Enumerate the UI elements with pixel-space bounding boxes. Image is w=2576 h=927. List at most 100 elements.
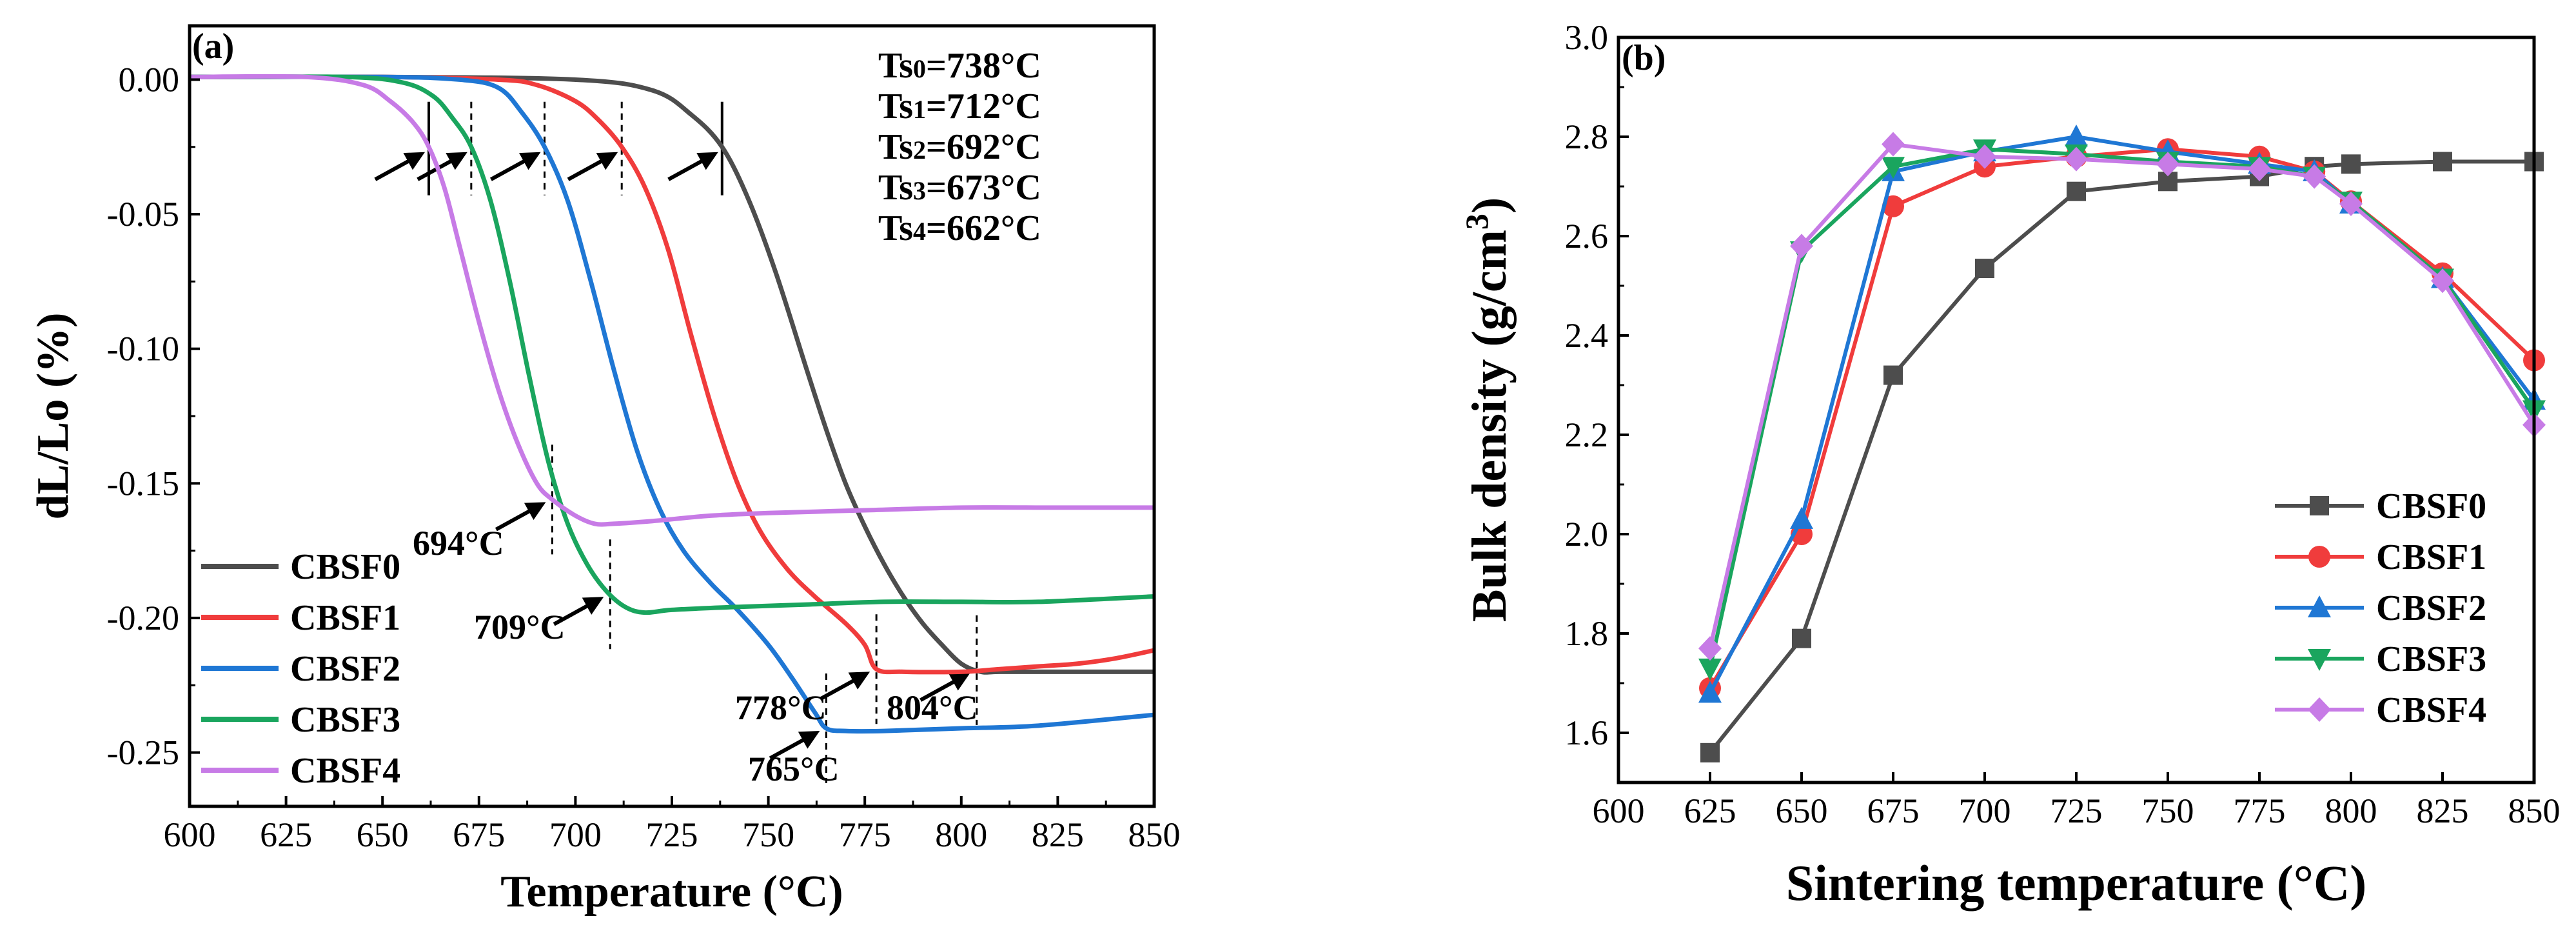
point-CBSF0 [2433,152,2452,172]
ylabel-superscript: 3 [1459,214,1495,230]
x-tick-label: 650 [357,815,409,854]
onset-arrow-738-head [696,152,718,170]
end-label-778°C: 778°C [735,688,827,727]
panel-b-xlabel: Sintering temperature (°C) [1786,855,2367,911]
point-CBSF0 [2341,154,2361,174]
ts-label-1: Ts1=712°C [878,86,1041,126]
point-CBSF2 [1790,506,1813,529]
y-tick-label: 2.0 [1565,515,1609,553]
ts-label-4: Ts4=662°C [878,208,1041,248]
y-tick-label: 2.2 [1565,415,1609,454]
y-tick-label: -0.20 [107,599,179,637]
y-tick-label: -0.25 [107,733,179,772]
series-line-CBSF1 [189,74,1155,675]
onset-arrow-673-head [446,152,467,170]
panel-a-markers [374,101,978,783]
x-tick-label: 600 [1593,792,1645,830]
x-tick-label: 625 [260,815,312,854]
panel-a-xlabel: Temperature (°C) [500,867,843,917]
x-tick-label: 775 [2234,792,2286,830]
panel-a-ticks: 600 625 650 675 700 725 750 775 800 825 850 0.00 -0.… [107,60,1181,854]
y-tick-label: 3.0 [1565,18,1609,57]
legend-marker-CBSF3 [2308,649,2331,671]
x-tick-label: 825 [2417,792,2469,830]
x-tick-label: 725 [2050,792,2103,830]
x-tick-label: 675 [453,815,505,854]
ts-label-0: Ts0=738°C [878,46,1041,86]
legend-label-CBSF3: CBSF3 [290,700,400,740]
panel-a-label: (a) [192,26,234,66]
point-CBSF2 [1698,681,1722,703]
end-arrow-778-head [848,672,870,690]
panel-a: 600 625 650 675 700 725 750 775 800 825 850 0.00 -0.… [28,24,1181,917]
point-CBSF4 [1790,234,1813,259]
end-arrow-804-head [949,672,970,691]
x-tick-label: 850 [1128,815,1181,854]
x-tick-label: 725 [646,815,698,854]
legend-label-CBSF4: CBSF4 [2376,690,2486,730]
panel-a-legend: CBSF0 CBSF1 CBSF2 CBSF3 CBSF4 [201,547,400,791]
legend-marker-CBSF1 [2308,546,2330,568]
end-temperature-labels: 694°C 709°C 765°C 778°C 804°C [413,524,978,788]
point-CBSF0 [1792,628,1811,648]
panel-b-ylabel: Bulk density (g/cm3) [1459,197,1517,622]
point-CBSF4 [2339,191,2363,216]
point-CBSF2 [2065,125,2088,146]
legend-label-CBSF2: CBSF2 [290,649,400,689]
x-tick-label: 825 [1032,815,1084,854]
legend-label-CBSF3: CBSF3 [2376,639,2486,679]
point-CBSF0 [1883,365,1903,385]
x-tick-label: 850 [2508,792,2561,830]
y-tick-label: -0.15 [107,464,179,503]
legend-label-CBSF1: CBSF1 [290,598,400,638]
end-label-694°C: 694°C [413,524,504,563]
point-CBSF3 [1882,157,1905,179]
x-tick-label: 800 [935,815,987,854]
point-CBSF4 [1882,132,1905,157]
point-CBSF1 [1882,195,1904,217]
point-CBSF4 [2156,152,2179,177]
ts-label-2: Ts2=692°C [878,127,1041,167]
legend-marker-CBSF2 [2308,595,2331,617]
legend-marker-CBSF4 [2308,697,2331,722]
point-CBSF4 [2303,164,2326,189]
point-CBSF4 [2248,157,2271,182]
x-tick-label: 700 [1959,792,2011,830]
end-arrow-765-head [798,731,820,749]
x-tick-label: 675 [1867,792,1920,830]
legend-label-CBSF0: CBSF0 [2376,486,2486,526]
point-CBSF0 [1975,259,1994,279]
panel-a-ylabel: dL/Lo (%) [28,313,78,520]
legend-label-CBSF2: CBSF2 [2376,588,2486,628]
y-tick-label: 1.6 [1565,713,1609,752]
end-arrow-709-head [582,597,604,615]
series-line-CBSF3 [189,74,1155,615]
legend-label-CBSF4: CBSF4 [290,751,400,791]
panel-b: 600 625 650 675 700 725 750 775 800 825 850 1.6 1.8 2… [1459,18,2561,911]
y-tick-label: 2.4 [1565,316,1609,355]
x-tick-label: 750 [2142,792,2194,830]
y-tick-label: 0.00 [119,60,180,99]
panel-b-label: (b) [1622,38,1666,78]
x-tick-label: 600 [164,815,216,854]
x-tick-label: 650 [1776,792,1828,830]
onset-arrow-692-head [519,152,541,170]
point-CBSF4 [1973,144,1996,169]
y-tick-label: 2.6 [1565,217,1609,255]
point-CBSF4 [2065,146,2088,172]
panel-a-series [189,74,1155,734]
onset-arrow-712-head [596,152,618,170]
point-CBSF4 [2431,268,2454,294]
x-tick-label: 625 [1684,792,1736,830]
onset-arrow-662-head [403,152,426,170]
x-tick-label: 775 [839,815,891,854]
y-tick-label: 1.8 [1565,614,1609,653]
panel-b-ticks: 600 625 650 675 700 725 750 775 800 825 850 1.6 1.8 2… [1565,18,2561,830]
y-tick-label: 2.8 [1565,117,1609,156]
point-CBSF0 [2067,181,2086,201]
end-label-709°C: 709°C [474,608,565,646]
end-label-804°C: 804°C [887,688,978,727]
series-line-CBSF4 [189,74,1154,527]
legend-marker-CBSF0 [2310,496,2329,515]
